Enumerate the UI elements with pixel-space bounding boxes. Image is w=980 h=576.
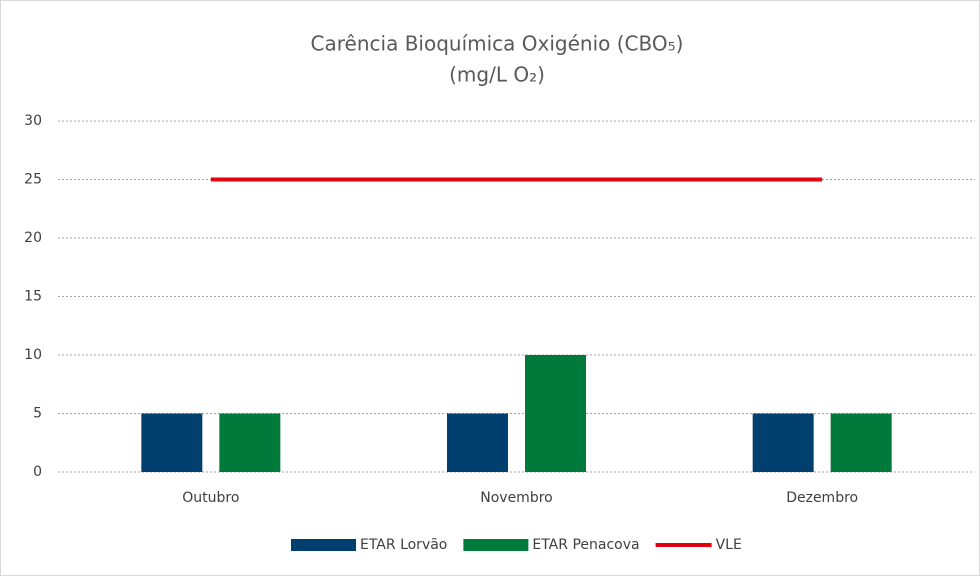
- x-tick-label: Dezembro: [786, 490, 858, 506]
- bar: [752, 413, 814, 472]
- y-tick-label: 0: [33, 464, 42, 480]
- bar: [830, 413, 892, 472]
- bar: [219, 413, 281, 472]
- y-tick-label: 10: [24, 347, 42, 363]
- chart-subtitle: (mg/L O₂): [449, 63, 545, 87]
- bar: [141, 413, 203, 472]
- y-tick-label: 5: [33, 406, 42, 422]
- legend-swatch: [463, 539, 529, 551]
- legend-label: ETAR Lorvão: [360, 537, 447, 553]
- y-tick-label: 20: [24, 230, 42, 246]
- legend-label: ETAR Penacova: [532, 537, 639, 553]
- y-tick-label: 25: [24, 172, 42, 188]
- chart-title: Carência Bioquímica Oxigénio (CBO₅): [311, 32, 684, 56]
- legend-label: VLE: [716, 537, 742, 553]
- y-tick-label: 15: [24, 289, 42, 305]
- x-tick-label: Outubro: [182, 490, 239, 506]
- legend-swatch: [291, 539, 356, 551]
- bar: [447, 413, 508, 472]
- bar: [525, 355, 586, 472]
- x-tick-label: Novembro: [480, 490, 552, 506]
- y-tick-label: 30: [24, 113, 42, 129]
